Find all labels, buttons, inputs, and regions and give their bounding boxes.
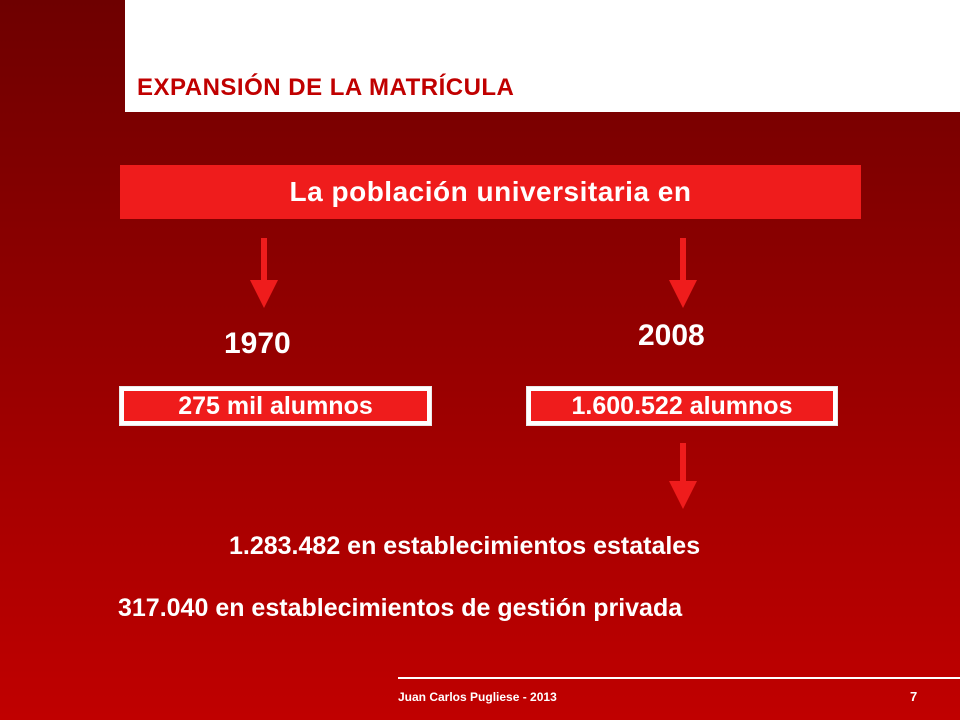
count-box-2008: 1.600.522 alumnos (527, 387, 837, 425)
slide-title: EXPANSIÓN DE LA MATRÍCULA (137, 74, 515, 101)
arrow-down-icon (250, 238, 278, 308)
year-1970: 1970 (224, 327, 291, 360)
arrow-down-icon (669, 443, 697, 509)
footer-divider (398, 677, 960, 679)
page-number: 7 (910, 689, 918, 704)
count-box-1970: 275 mil alumnos (120, 387, 431, 425)
private-enrollment-text: 317.040 en establecimientos de gestión p… (118, 594, 683, 622)
banner-heading: La población universitaria en (120, 165, 861, 219)
title-panel: EXPANSIÓN DE LA MATRÍCULA (125, 0, 960, 112)
state-enrollment-text: 1.283.482 en establecimientos estatales (229, 532, 701, 560)
arrow-down-icon (669, 238, 697, 308)
footer-author: Juan Carlos Pugliese - 2013 (398, 690, 557, 704)
year-2008: 2008 (638, 319, 705, 352)
